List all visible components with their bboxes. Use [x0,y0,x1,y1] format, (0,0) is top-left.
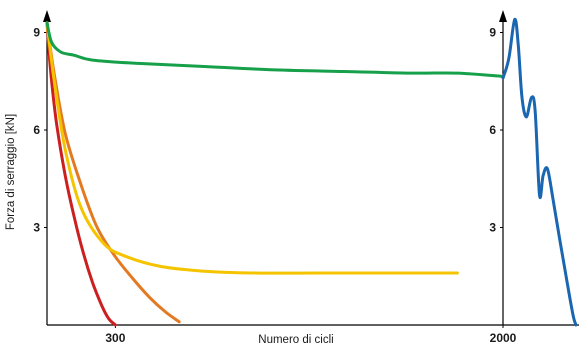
series-line-right-0 [501,17,578,327]
series-line-main-3 [45,21,505,78]
left-y-axis-arrow-icon [43,10,51,22]
y-tick-label: 6 [33,123,40,137]
series-line-main-2 [45,21,459,275]
x-axis-title: Numero di cicli [258,334,333,346]
y-axis-title: Forza di serraggio [kN] [5,114,17,230]
y-tick-label: 3 [33,221,40,235]
series-line-main-1 [45,21,181,324]
series-line-main-0 [45,21,117,327]
y-tick-label: 9 [33,26,40,40]
x-tick-label: 2000 [490,331,517,345]
series-group [45,17,578,327]
x-tick-label: 300 [105,331,125,345]
y-tick-label-right: 3 [489,221,496,235]
y-tick-label-right: 9 [489,26,496,40]
right-y-axis-arrow-icon [499,10,507,22]
tick-group: 3 3 6 6 9 9 300 2000 [33,26,516,346]
y-tick-label-right: 6 [489,123,496,137]
